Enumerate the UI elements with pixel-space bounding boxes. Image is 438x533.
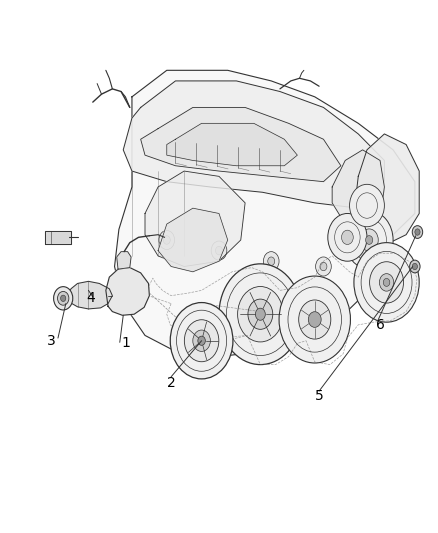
Polygon shape [117,252,131,269]
Circle shape [248,299,273,329]
Polygon shape [141,108,341,182]
Circle shape [279,276,350,363]
Circle shape [316,257,331,276]
Circle shape [379,273,394,291]
Circle shape [237,287,283,342]
Circle shape [354,243,419,322]
Circle shape [366,236,373,244]
Circle shape [415,229,420,235]
Circle shape [345,211,393,269]
Circle shape [170,303,233,379]
Circle shape [57,292,69,305]
Polygon shape [45,231,71,244]
Circle shape [328,214,367,261]
Polygon shape [158,208,228,272]
Circle shape [308,312,321,327]
Circle shape [211,241,227,260]
Circle shape [350,184,385,227]
Circle shape [163,236,170,244]
Circle shape [342,230,353,245]
Circle shape [255,308,265,320]
Circle shape [184,320,219,362]
Text: 1: 1 [121,336,130,350]
Circle shape [263,252,279,271]
Circle shape [215,246,223,255]
Polygon shape [167,123,297,166]
Circle shape [383,278,390,286]
Circle shape [219,264,302,365]
Circle shape [412,263,417,270]
Polygon shape [354,134,419,245]
Circle shape [159,230,175,249]
Circle shape [412,225,423,238]
Polygon shape [66,281,113,309]
Text: 2: 2 [167,376,176,390]
Circle shape [53,287,73,310]
Text: 4: 4 [86,292,95,305]
Polygon shape [332,150,385,229]
Polygon shape [145,171,245,266]
Circle shape [60,295,66,302]
Text: 5: 5 [315,390,324,403]
Circle shape [360,229,378,251]
Polygon shape [115,70,415,357]
Polygon shape [106,268,149,316]
Circle shape [370,262,403,303]
Circle shape [193,330,210,351]
Text: 3: 3 [47,334,56,348]
Circle shape [299,300,331,339]
Circle shape [198,336,205,345]
Text: 6: 6 [376,318,385,332]
Circle shape [320,262,327,271]
Circle shape [268,257,275,265]
Circle shape [410,260,420,273]
Polygon shape [123,81,385,208]
